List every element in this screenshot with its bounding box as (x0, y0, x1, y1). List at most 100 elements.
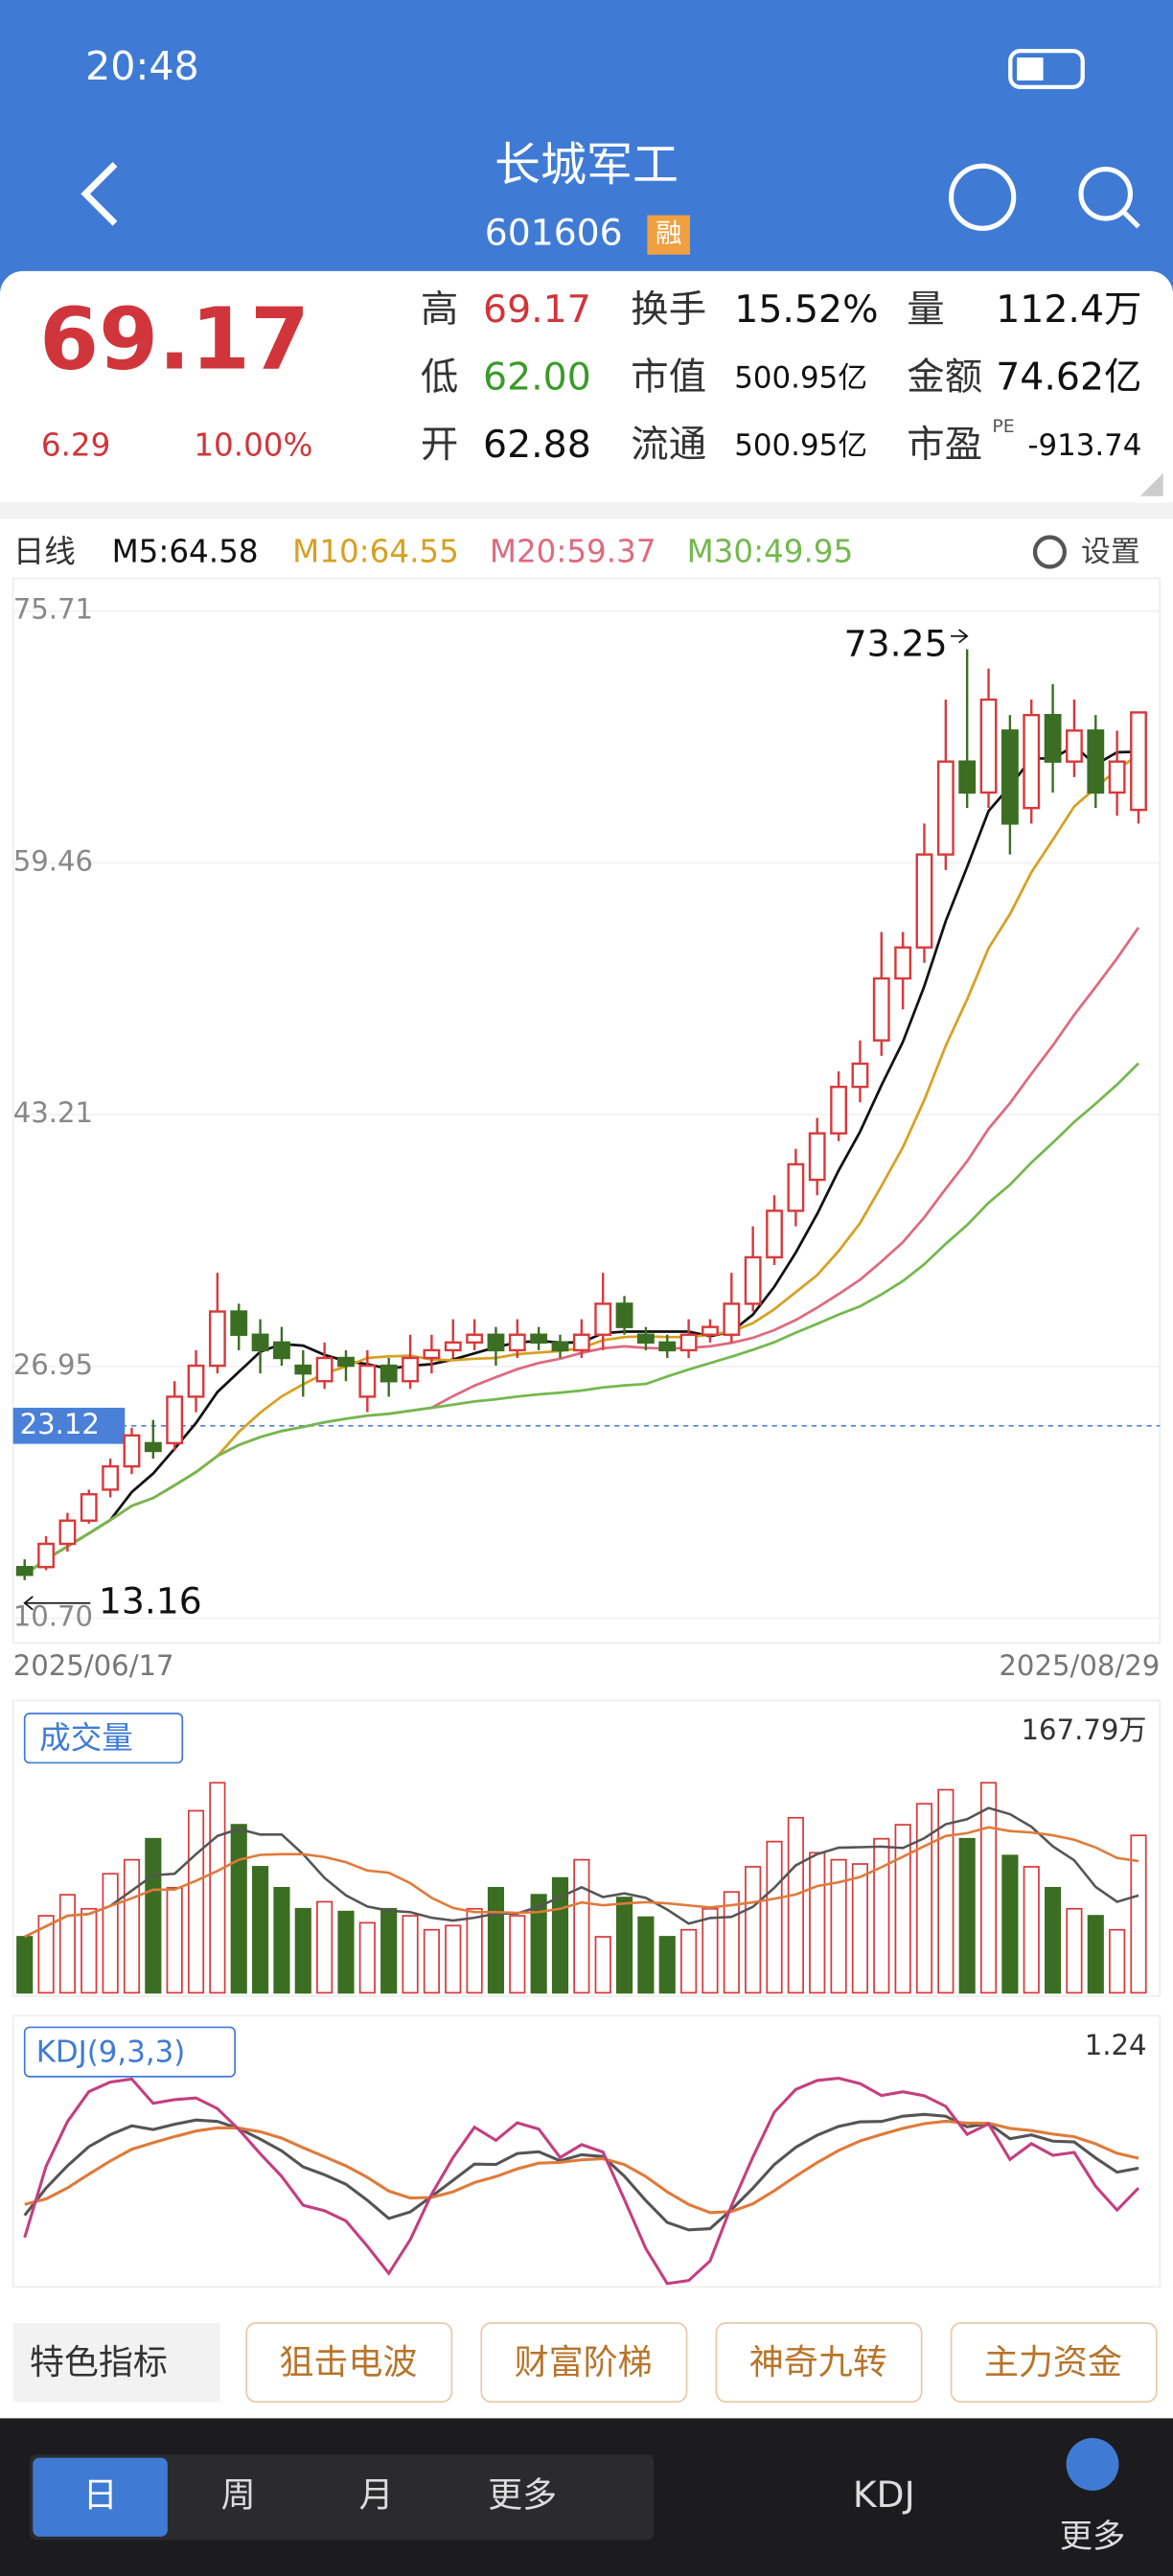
more-button[interactable]: 更多 (1060, 2518, 1126, 2556)
volume-bar (702, 1907, 719, 1994)
indicator-label[interactable]: 狙击电波 (279, 2343, 417, 2382)
candle-body (337, 1356, 355, 1368)
period-tab[interactable]: 日 (83, 2476, 118, 2516)
stock-name: 长城军工 (494, 138, 678, 192)
volume-bar (573, 1858, 590, 1994)
candle-body (1023, 713, 1041, 810)
indicator-title-bg (12, 2323, 220, 2403)
stat-value: 500.95亿 (734, 428, 867, 463)
volume-bar (273, 1886, 290, 1994)
candle-body (58, 1519, 77, 1546)
candle-body (251, 1333, 269, 1352)
settings[interactable]: 设置 (1081, 535, 1140, 569)
candle-body (679, 1333, 698, 1352)
indicator-title[interactable]: 特色指标 (30, 2343, 168, 2382)
candle-body (1087, 729, 1105, 794)
price-line-label: 23.12 (20, 1408, 100, 1440)
kdj-selector[interactable] (23, 2026, 236, 2078)
candle-body (766, 1209, 783, 1259)
corner (1139, 472, 1163, 496)
period-tab[interactable]: 月 (359, 2476, 394, 2516)
indicator-label[interactable]: 财富阶梯 (515, 2343, 653, 2382)
search-button[interactable] (1078, 167, 1133, 221)
candle-body (851, 1062, 869, 1089)
indicator-button[interactable] (715, 2322, 923, 2404)
stat-value: 69.17 (483, 288, 591, 332)
volume-bar (1109, 1928, 1126, 1994)
candle-body (508, 1333, 526, 1352)
volume-bar (915, 1803, 933, 1994)
volume-frame (12, 1699, 1162, 1997)
stat-label: 流通 (631, 423, 706, 467)
candle-body (958, 760, 977, 794)
y-tick-label: 75.71 (13, 593, 93, 626)
volume-bar (123, 1858, 141, 1994)
volume-bar (809, 1852, 826, 1994)
candle-body (380, 1364, 398, 1383)
back-button[interactable] (80, 162, 118, 226)
volume-bar (979, 1782, 998, 1994)
candle-body (15, 1566, 34, 1576)
volume-bar (252, 1866, 269, 1994)
candle-body (594, 1302, 612, 1336)
stat-label: 高 (421, 288, 458, 332)
volume-bar (787, 1816, 804, 1994)
settings-icon[interactable] (1032, 535, 1067, 569)
indicator-label[interactable]: 神奇九转 (749, 2343, 887, 2382)
volume-selector[interactable] (23, 1713, 184, 1764)
indicator-button[interactable] (950, 2322, 1158, 2404)
volume-bar (745, 1866, 762, 1994)
volume-title: 成交量 (39, 1719, 133, 1756)
volume-bar (830, 1858, 847, 1994)
volume-bar (1001, 1854, 1019, 1994)
stat-value: 500.95亿 (734, 361, 867, 396)
period-tab[interactable]: 周 (221, 2476, 256, 2516)
price-line-label-bg (12, 1407, 126, 1444)
candle-body (808, 1132, 826, 1182)
volume-bar (37, 1915, 55, 1994)
indicator-tab[interactable]: KDJ (853, 2473, 915, 2516)
candle-body (230, 1310, 248, 1336)
candle-body (315, 1356, 334, 1383)
price-frame (12, 577, 1162, 1644)
candle-body (80, 1493, 98, 1522)
candle-body (636, 1333, 655, 1345)
volume-bar (380, 1907, 398, 1994)
stat-label: 市值 (631, 356, 706, 400)
candle-body (487, 1333, 505, 1352)
kdj-title: KDJ(9,3,3) (36, 2035, 186, 2069)
volume-bar (145, 1837, 162, 1994)
candle-body (402, 1356, 419, 1383)
volume-bar (487, 1886, 505, 1994)
candle-body (530, 1333, 548, 1345)
volume-bar (445, 1924, 462, 1994)
y-tick-label: 10.70 (13, 1600, 93, 1633)
volume-bar (1045, 1886, 1062, 1994)
period-tab[interactable]: 更多 (488, 2476, 557, 2516)
header-bg (0, 0, 1173, 296)
period-label: 日线 (13, 534, 76, 570)
volume-bar (937, 1788, 954, 1994)
indicator-label[interactable]: 主力资金 (984, 2343, 1122, 2382)
ma10-label: M10:64.55 (292, 534, 459, 570)
margin-tag: 融 (656, 219, 681, 249)
candle-body (787, 1162, 805, 1212)
volume-bar (509, 1915, 526, 1994)
candle-body (144, 1441, 162, 1453)
status-time: 20:48 (85, 43, 199, 89)
indicator-button[interactable] (480, 2322, 688, 2404)
volume-bar (16, 1936, 34, 1994)
volume-bar (166, 1886, 183, 1994)
stock-code: 601606 (485, 212, 623, 254)
battery-level (1017, 58, 1044, 80)
more-icon (1066, 2438, 1119, 2491)
active-tab (33, 2457, 168, 2537)
period-tabs-bg (29, 2454, 655, 2541)
service-button[interactable] (949, 163, 1017, 231)
change-pct: 10.00% (194, 426, 312, 463)
max-arrow (951, 629, 969, 644)
indicator-button[interactable] (245, 2322, 453, 2404)
volume-bar (316, 1900, 334, 1994)
y-tick-label: 59.46 (13, 844, 93, 877)
ma20-label: M20:59.37 (490, 534, 656, 570)
